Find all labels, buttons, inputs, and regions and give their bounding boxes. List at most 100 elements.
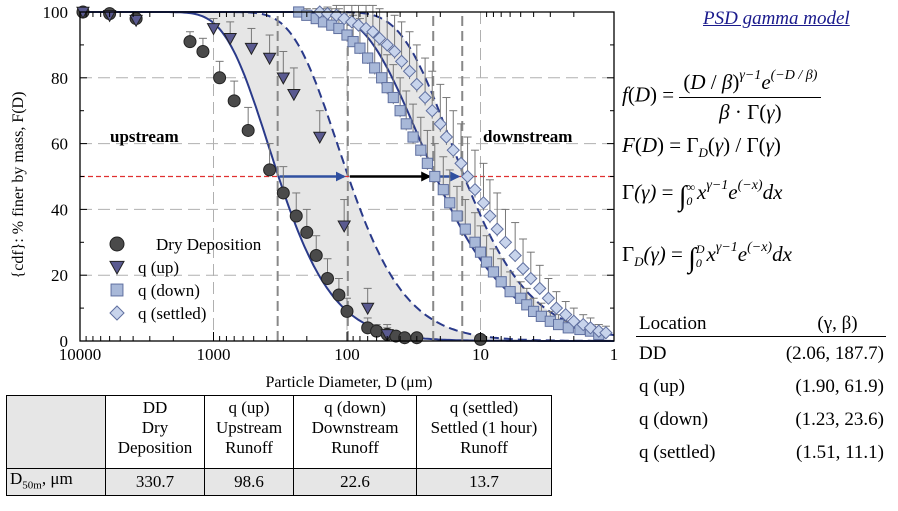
marker-diamond bbox=[559, 307, 573, 322]
marker-diamond bbox=[490, 222, 504, 236]
d50-value: 13.7 bbox=[416, 467, 552, 497]
marker-square bbox=[521, 299, 533, 311]
marker-circle bbox=[300, 225, 314, 239]
marker-circle bbox=[340, 304, 354, 318]
d50-col-desc: Downstream bbox=[311, 418, 399, 437]
marker-diamond bbox=[498, 235, 513, 250]
d50-row-label: D50m, μm bbox=[6, 467, 106, 497]
d50-label-unit: , μm bbox=[41, 469, 73, 488]
y-tick-label: 20 bbox=[51, 266, 68, 285]
marker-triangle bbox=[109, 260, 125, 276]
d50-col-code: q (down) bbox=[324, 398, 386, 417]
model-title: PSD gamma model bbox=[703, 8, 850, 29]
y-tick-label: 40 bbox=[51, 200, 68, 219]
marker-circle bbox=[183, 35, 197, 49]
param-values: (2.06, 187.7) bbox=[785, 342, 884, 364]
marker-square bbox=[415, 144, 427, 156]
marker-circle bbox=[227, 94, 241, 108]
marker-square bbox=[562, 322, 574, 334]
d50-col-code: q (settled) bbox=[449, 398, 519, 417]
param-header-location: Location bbox=[639, 313, 707, 334]
d50-label-sub: 50m bbox=[22, 479, 42, 492]
marker-diamond bbox=[468, 182, 482, 197]
marker-square bbox=[444, 197, 456, 209]
marker-triangle bbox=[129, 14, 143, 28]
marker-circle bbox=[241, 123, 255, 137]
d50-col-desc: Dry bbox=[141, 418, 169, 437]
marker-square bbox=[487, 266, 500, 278]
marker-diamond bbox=[483, 209, 497, 223]
marker-diamond bbox=[583, 321, 598, 335]
y-axis-label: {cdf}: % finer by mass, F(D) bbox=[10, 92, 27, 279]
marker-square bbox=[341, 29, 353, 41]
gamma-function-equation: Γ(γ) = ∫∞ 0 xγ−1e(−x)dx bbox=[622, 178, 783, 212]
d50-table: DD Dry Deposition q (up) Upstream Runoff… bbox=[6, 395, 552, 497]
d50-value: 98.6 bbox=[204, 467, 294, 497]
legend-label: q (settled) bbox=[138, 304, 206, 323]
marker-triangle bbox=[223, 33, 238, 46]
param-location: q (settled) bbox=[639, 441, 716, 463]
marker-diamond bbox=[372, 31, 387, 46]
marker-triangle bbox=[276, 72, 291, 85]
param-location: DD bbox=[639, 342, 667, 364]
marker-square bbox=[333, 22, 345, 35]
d50-value: 330.7 bbox=[105, 467, 205, 497]
marker-square bbox=[459, 223, 471, 235]
marker-triangle bbox=[244, 42, 259, 56]
marker-square bbox=[407, 131, 419, 143]
marker-diamond bbox=[446, 143, 460, 157]
x-tick-label: 10000 bbox=[59, 345, 102, 364]
marker-square bbox=[451, 210, 463, 222]
y-tick-label: 100 bbox=[43, 3, 69, 22]
marker-diamond bbox=[533, 281, 547, 296]
marker-diamond bbox=[592, 324, 606, 338]
param-values: (1.90, 61.9) bbox=[795, 375, 884, 397]
annotation-upstream: upstream bbox=[110, 127, 179, 146]
d50-table-corner bbox=[6, 395, 106, 469]
legend-label: Dry Deposition bbox=[156, 235, 262, 254]
d50-col-type: Deposition bbox=[117, 438, 193, 457]
d50-col-header: q (down) Downstream Runoff bbox=[293, 395, 417, 469]
marker-circle bbox=[213, 71, 227, 85]
incomplete-gamma-equation: ΓD(γ) = ∫D 0 xγ−1e(−x)dx bbox=[622, 240, 792, 274]
x-tick-label: 100 bbox=[334, 345, 360, 364]
x-axis-label: Particle Diameter, D (μm) bbox=[266, 374, 433, 391]
y-tick-label: 60 bbox=[51, 135, 68, 154]
x-tick-label: 1000 bbox=[197, 345, 231, 364]
marker-square bbox=[504, 286, 516, 298]
marker-triangle bbox=[360, 302, 375, 316]
marker-circle bbox=[289, 209, 303, 223]
marker-circle bbox=[263, 163, 277, 177]
marker-diamond bbox=[439, 130, 454, 144]
marker-square bbox=[553, 318, 565, 331]
d50-col-code: DD bbox=[142, 398, 168, 417]
marker-circle bbox=[332, 288, 346, 302]
marker-diamond bbox=[516, 261, 530, 276]
d50-col-header: q (up) Upstream Runoff bbox=[204, 395, 294, 469]
marker-diamond bbox=[418, 90, 432, 105]
legend-label: q (down) bbox=[138, 281, 200, 300]
marker-diamond bbox=[460, 169, 475, 184]
d50-col-code: q (up) bbox=[228, 398, 270, 417]
param-header-values: (γ, β) bbox=[817, 313, 858, 334]
d50-col-type: Runoff bbox=[460, 438, 508, 457]
marker-triangle bbox=[380, 329, 395, 342]
marker-square bbox=[429, 170, 441, 183]
d50-col-desc: Settled (1 hour) bbox=[430, 418, 538, 437]
marker-diamond bbox=[567, 314, 581, 328]
marker-diamond bbox=[508, 248, 522, 263]
marker-square bbox=[474, 246, 487, 258]
marker-square bbox=[387, 91, 399, 104]
d50-col-type: Runoff bbox=[225, 438, 273, 457]
legend-label: q (up) bbox=[138, 258, 179, 277]
d50-col-type: Runoff bbox=[331, 438, 379, 457]
marker-circle bbox=[276, 186, 290, 200]
y-tick-label: 80 bbox=[51, 69, 68, 88]
marker-square bbox=[400, 118, 412, 130]
d50-col-header: DD Dry Deposition bbox=[105, 395, 205, 469]
x-tick-label: 1 bbox=[610, 345, 619, 364]
param-location: q (up) bbox=[639, 375, 685, 397]
cdf-equation: F(D) = ΓD(γ) / Γ(γ) bbox=[622, 133, 781, 160]
marker-diamond bbox=[351, 18, 366, 32]
param-location: q (down) bbox=[639, 408, 709, 430]
